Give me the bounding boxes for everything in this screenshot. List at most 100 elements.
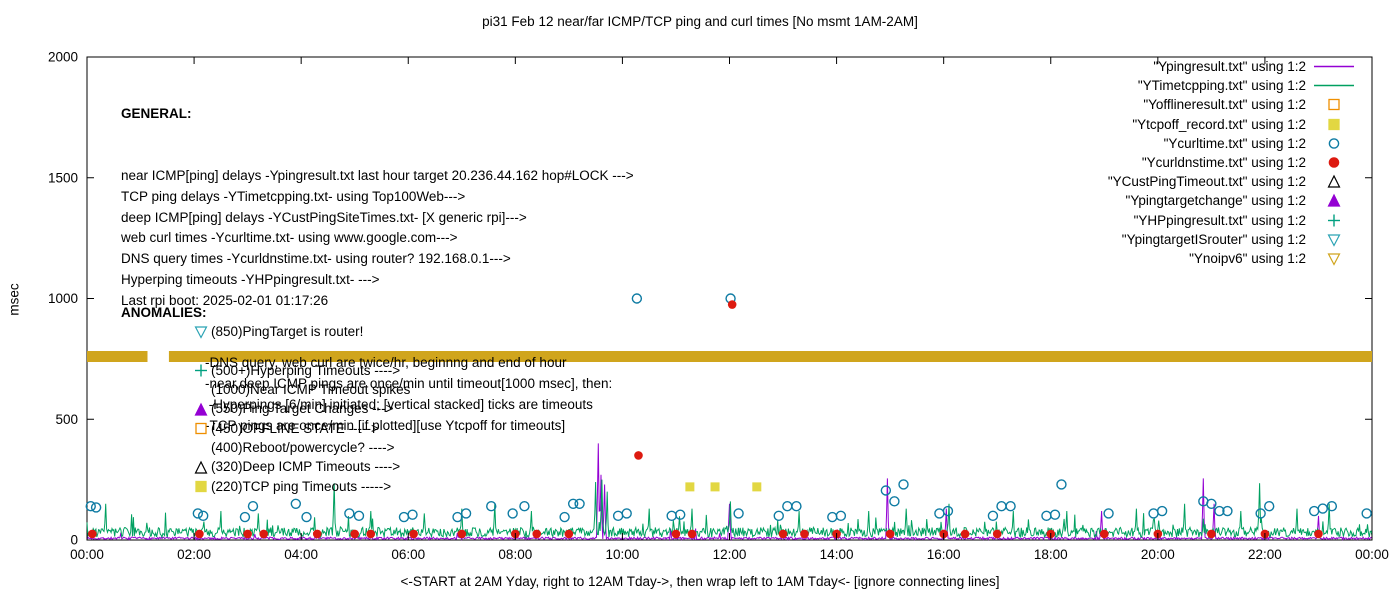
x-tick-label: 16:00 xyxy=(927,547,961,562)
Ycurltime-point xyxy=(460,508,472,519)
Ycurltime-point xyxy=(192,508,204,519)
anomaly-item: (320)Deep ICMP Timeouts ----> xyxy=(193,457,410,476)
legend-entry: "YCustPingTimeout.txt" using 1:2 xyxy=(1108,172,1358,191)
anomaly-item-label: (450)OFFLINE STATE -----> xyxy=(211,420,379,436)
Ycurltime-point xyxy=(827,511,838,523)
square-filled-yellow-icon xyxy=(193,479,211,494)
anomaly-item-label: (1000)Near ICMP Timeout spikes xyxy=(211,382,411,398)
anomaly-item-label: (400)Reboot/powercycle? ----> xyxy=(211,440,395,456)
Ycurltime-point xyxy=(996,500,1007,512)
Ycurldnstime-point xyxy=(195,529,204,539)
legend-entry-label: "Ypingresult.txt" using 1:2 xyxy=(1153,59,1306,75)
Ycurltime-point xyxy=(452,511,463,523)
square-filled-yellow-icon xyxy=(1310,117,1358,132)
Ycurldnstime-point xyxy=(634,451,643,460)
Ycurltime-point xyxy=(1206,498,1217,509)
legend-entry-label: "Ytcpoff_record.txt" using 1:2 xyxy=(1132,116,1306,132)
triangle-down-open-gold-icon xyxy=(1310,251,1358,266)
line-purple-icon xyxy=(1310,59,1358,74)
legend-entry: "Ypingtargetchange" using 1:2 xyxy=(1108,191,1358,210)
anomaly-item-label: (220)TCP ping Timeouts -----> xyxy=(211,478,392,494)
triangle-filled-purple-icon xyxy=(193,402,211,417)
anomaly-item: (550)Ping Target Changes ---> xyxy=(193,399,410,418)
Ycurldnstime-point xyxy=(992,529,1002,539)
x-tick-label: 04:00 xyxy=(284,547,318,562)
anomaly-item: (220)TCP ping Timeouts -----> xyxy=(193,477,410,496)
line-green-icon xyxy=(1310,78,1358,93)
Ycurldnstime-point xyxy=(1099,529,1109,539)
Ycurldnstime-point xyxy=(1314,529,1323,539)
Ycurltime-point xyxy=(1308,505,1320,517)
Ycurltime-point xyxy=(1049,509,1061,520)
Ycurltime-point xyxy=(942,505,954,517)
general-indented-line: -DNS query, web curl are twice/hr, begin… xyxy=(205,355,567,371)
Ycurltime-point xyxy=(344,508,355,519)
anomalies-annotation-block: ANOMALIES: (850)PingTarget is router! (50… xyxy=(121,303,410,496)
Ycurldnstime-point xyxy=(671,529,681,539)
Ycurltime-point xyxy=(567,498,579,509)
y-tick-label: 500 xyxy=(55,412,78,427)
plus-teal-icon xyxy=(1310,213,1358,228)
triangle-filled-purple-icon xyxy=(1310,193,1358,208)
y-tick-label: 0 xyxy=(70,533,78,548)
Ycurldnstime-point xyxy=(259,529,268,539)
general-line: DNS query times -Ycurldnstime.txt- using… xyxy=(121,251,511,267)
legend-entry-label: "YCustPingTimeout.txt" using 1:2 xyxy=(1107,174,1306,190)
x-tick-label: 18:00 xyxy=(1034,547,1068,562)
legend-entry: "Ycurltime.txt" using 1:2 xyxy=(1108,134,1358,153)
general-line: web curl times -Ycurltime.txt- using www… xyxy=(121,230,458,246)
legend-entry: "YTimetcpping.txt" using 1:2 xyxy=(1108,76,1358,95)
x-tick-label: 02:00 xyxy=(177,547,211,562)
anomaly-item-label: (320)Deep ICMP Timeouts ----> xyxy=(211,459,401,475)
legend-entry: "Ypingresult.txt" using 1:2 xyxy=(1108,57,1358,76)
general-indented-lines: -DNS query, web curl are twice/hr, begin… xyxy=(205,353,634,436)
Ycurltime-point xyxy=(782,500,793,512)
circle-filled-red-icon xyxy=(1310,155,1358,170)
Ycurltime-point xyxy=(301,511,312,523)
Ycurldnstime-point xyxy=(243,529,252,539)
Ycurltime-point xyxy=(519,500,530,512)
Ycurldnstime-point xyxy=(960,529,970,539)
legend-entry-label: "Ycurltime.txt" using 1:2 xyxy=(1163,135,1306,151)
anomalies-list: (850)PingTarget is router! (500+)Hyperpin… xyxy=(193,322,410,496)
Ycurltime-point xyxy=(407,509,418,520)
no-icon xyxy=(193,382,211,397)
general-line: TCP ping delays -YTimetcpping.txt- using… xyxy=(121,188,466,204)
anomaly-item: (400)Reboot/powercycle? ----> xyxy=(193,438,410,457)
general-line: near ICMP[ping] delays -Ypingresult.txt … xyxy=(121,167,634,183)
legend-entry: "YHPpingresult.txt" using 1:2 xyxy=(1108,211,1358,230)
Ycurltime-point xyxy=(889,496,900,507)
legend-entry-label: "YpingtargetISrouter" using 1:2 xyxy=(1121,231,1306,247)
legend-entry: "Ytcpoff_record.txt" using 1:2 xyxy=(1108,115,1358,134)
Ycurltime-point xyxy=(1041,510,1052,522)
Ycurltime-point xyxy=(835,510,847,522)
Ycurltime-point xyxy=(1056,479,1067,490)
triangle-down-open-teal-icon xyxy=(193,324,211,340)
Ycurltime-point xyxy=(90,502,102,513)
x-tick-label: 12:00 xyxy=(713,547,747,562)
Ycurltime-point xyxy=(197,510,209,522)
x-tick-label: 06:00 xyxy=(391,547,425,562)
anomaly-item-label: (500+)Hyperping Timeouts ----> xyxy=(211,362,401,378)
Ycurltime-point xyxy=(1317,503,1328,514)
legend-entry: "YpingtargetISrouter" using 1:2 xyxy=(1108,230,1358,249)
no-icon xyxy=(193,344,211,359)
x-tick-label: 00:00 xyxy=(1355,547,1389,562)
Ycurltime-point xyxy=(987,510,999,522)
x-tick-label: 08:00 xyxy=(498,547,532,562)
legend-entry-label: "YHPpingresult.txt" using 1:2 xyxy=(1133,212,1306,228)
x-tick-label: 10:00 xyxy=(606,547,640,562)
Ycurltime-point xyxy=(1361,508,1372,519)
Ycurltime-point xyxy=(880,485,892,496)
anomaly-item: (850)PingTarget is router! xyxy=(193,322,410,341)
Ytcpoff_record-point xyxy=(710,482,720,492)
Ycurldnstime-point xyxy=(687,529,697,539)
legend-entry-label: "Ycurldnstime.txt" using 1:2 xyxy=(1141,155,1306,171)
Ycurldnstime-point xyxy=(532,529,542,539)
general-annotation-block: GENERAL: near ICMP[ping] delays -Ypingre… xyxy=(121,62,634,478)
anomalies-heading: ANOMALIES: xyxy=(121,305,207,320)
general-line: Last rpi boot: 2025-02-01 01:17:26 xyxy=(121,292,329,308)
Ycurltime-point xyxy=(353,510,365,522)
